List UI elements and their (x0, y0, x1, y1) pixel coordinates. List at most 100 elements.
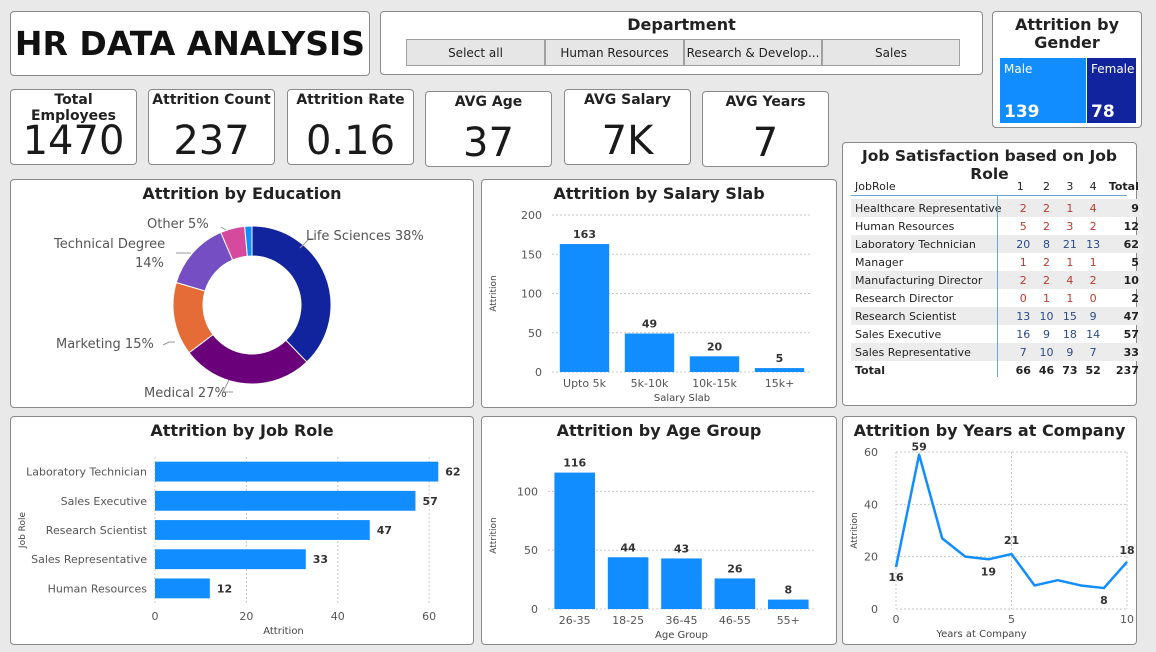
x-tick-label: 55+ (777, 614, 800, 627)
slice-label: Life Sciences 38% (306, 229, 424, 244)
table-cell-value: 2 (1089, 219, 1097, 233)
bar (768, 599, 809, 609)
bar (155, 578, 210, 599)
table-cell-total: 237 (1115, 363, 1139, 377)
table-cell-value: 10 (1034, 343, 1059, 361)
female-label: Female (1091, 62, 1135, 76)
kpi-label: AVG Salary (584, 92, 671, 108)
x-tick-label: 26-35 (559, 614, 591, 627)
y-tick-label: Research Scientist (46, 524, 148, 537)
slicer-option-human-resources[interactable]: Human Resources (545, 39, 684, 66)
data-label: 59 (911, 441, 926, 454)
x-tick-label: 46-55 (719, 614, 751, 627)
kpi-value: 0.16 (305, 118, 396, 164)
slicer-option-research-development[interactable]: Research & Develop... (684, 39, 822, 66)
table-cell-value: 1 (1019, 255, 1027, 269)
kpi-value: 7 (752, 120, 779, 166)
table-cell-value: 2 (1043, 219, 1051, 233)
bar (155, 549, 306, 570)
table-cell-total: 10 (1104, 271, 1143, 289)
table-cell-role: Research Director (855, 291, 954, 305)
table-cell-value: 66 (1015, 363, 1031, 377)
x-tick-label: 0 (893, 613, 900, 626)
y-axis-title: Attrition (489, 517, 499, 554)
table-cell-value: 20 (1005, 235, 1035, 253)
kpi-label: Attrition Rate (296, 92, 405, 108)
job-satisfaction-table: JobRole 1 2 3 4 Total Healthcare Representativ… (851, 177, 1143, 379)
y-axis-title: Job Role (18, 511, 28, 549)
kpi-avg-years: AVG Years 7 (702, 91, 829, 167)
x-axis-title: Age Group (655, 630, 708, 641)
table-row: Healthcare Representative 2 2 1 4 9 (851, 199, 1143, 217)
kpi-label: Attrition Count (152, 92, 271, 108)
attrition-by-job-role-card: Attrition by Job Role 0 20 40 60 62 Laborator… (10, 416, 474, 645)
table-cell-total: 2 (1131, 291, 1139, 305)
donut-slice (244, 225, 253, 257)
job-satisfaction-table-card: Job Satisfaction based on Job Role JobRo… (842, 142, 1143, 406)
slicer-option-sales[interactable]: Sales (822, 39, 960, 66)
kpi-value: 7K (601, 118, 654, 164)
y-tick-label: 0 (871, 603, 878, 616)
data-label: 49 (642, 318, 657, 331)
slice-label: Medical 27% (144, 386, 227, 401)
y-axis-title: Attrition (489, 275, 499, 312)
table-cell-total: 47 (1104, 307, 1143, 325)
table-cell-value: 1 (1066, 291, 1074, 305)
data-label: 18 (1119, 544, 1134, 557)
bar (554, 472, 595, 609)
table-cell-role: Total (855, 363, 886, 377)
donut-slice (251, 225, 332, 363)
page-title: HR DATA ANALYSIS (14, 24, 366, 63)
y-tick-label: Sales Executive (61, 495, 148, 508)
kpi-value: 37 (463, 120, 514, 166)
table-cell-value: 2 (1043, 255, 1051, 269)
leader-line (162, 341, 175, 346)
male-value: 139 (1004, 102, 1040, 122)
y-tick-label: 100 (517, 485, 538, 498)
table-row: Research Director 0 1 1 0 2 (851, 289, 1143, 307)
table-cell-value: 4 (1081, 199, 1105, 217)
female-value: 78 (1091, 102, 1115, 122)
bar (689, 356, 740, 372)
education-donut-chart: Life Sciences 38% Medical 27% Marketing 15… (53, 217, 424, 401)
y-tick-label: 100 (521, 288, 542, 301)
x-tick-label: 5 (1008, 613, 1015, 626)
table-row: Manufacturing Director 2 2 4 2 10 (851, 271, 1143, 289)
slicer-option-select-all[interactable]: Select all (406, 39, 545, 66)
table-cell-value: 14 (1086, 327, 1101, 341)
table-cell-total: 12 (1123, 219, 1139, 233)
salary-slab-bar-chart: 0 50 100 150 200 163 Upto 5k 49 5k-10k 20 10k-15k 5… (489, 209, 812, 404)
table-cell-value: 15 (1058, 307, 1082, 325)
table-cell-value: 21 (1058, 235, 1082, 253)
table-cell-value: 46 (1038, 363, 1055, 377)
gender-male-tile[interactable]: Male 139 (1000, 58, 1086, 123)
x-tick-label: 0 (152, 610, 159, 623)
table-row: Research Scientist 13 10 15 9 47 (851, 307, 1143, 325)
kpi-total-employees: Total Employees 1470 (10, 89, 137, 165)
series-line (894, 453, 1128, 590)
table-cell-value: 4 (1058, 271, 1082, 289)
data-label: 163 (573, 228, 596, 241)
bar (754, 368, 805, 372)
table-cell-role: Healthcare Representative (851, 199, 1006, 217)
data-label: 47 (377, 524, 392, 537)
table-cell-value: 7 (1005, 343, 1035, 361)
kpi-value: 1470 (22, 118, 125, 164)
gender-female-tile[interactable]: Female 78 (1087, 58, 1136, 123)
table-cell-role: Research Scientist (851, 307, 1006, 325)
table-total-row: Total 66 46 73 52 237 (851, 361, 1143, 379)
table-cell-total: 57 (1123, 327, 1139, 341)
table-cell-value: 9 (1058, 343, 1082, 361)
bar (155, 490, 416, 511)
y-tick-label: Laboratory Technician (26, 466, 147, 479)
y-tick-label: 20 (864, 551, 878, 564)
kpi-label: Total Employees (30, 92, 117, 124)
table-column-divider (997, 195, 998, 377)
table-cell-total: Total (1108, 179, 1139, 193)
kpi-label: AVG Age (454, 94, 523, 110)
slice-label: Marketing 15% (56, 337, 154, 352)
table-cell-value: 10 (1034, 307, 1059, 325)
table-cell-value: 2 (1034, 271, 1059, 289)
gender-title-line1: Attrition by (1014, 15, 1120, 34)
y-tick-label: 50 (528, 327, 542, 340)
